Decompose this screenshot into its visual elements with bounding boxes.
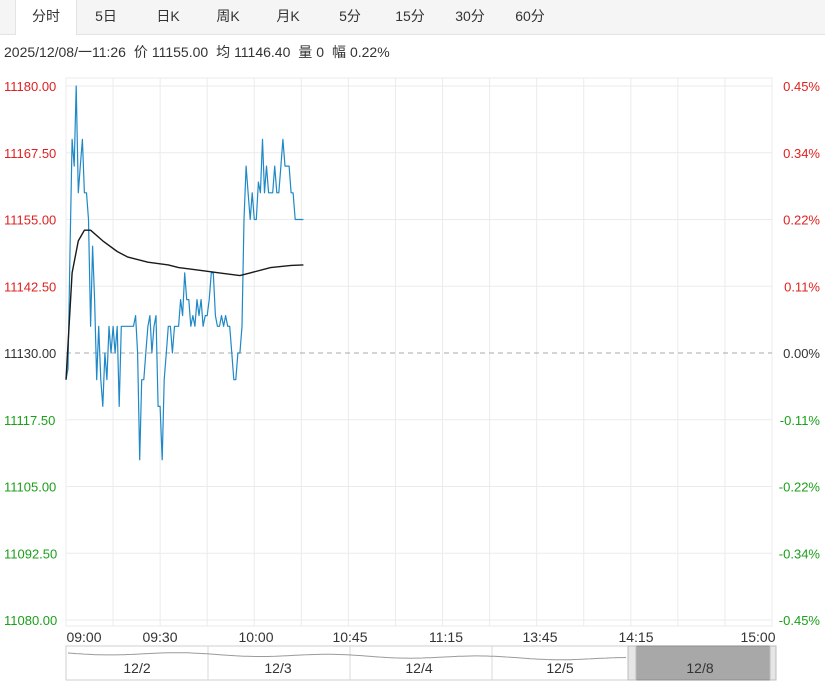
y-tick-left: 11167.50: [4, 146, 56, 161]
navigator-handle-right[interactable]: [769, 645, 777, 681]
navigator-handle-left[interactable]: [627, 645, 637, 681]
tab-7[interactable]: 30分: [455, 8, 485, 24]
navigator-date-label: 12/2: [123, 660, 150, 676]
date-navigator[interactable]: 12/2 12/3 12/4 12/5 12/8: [65, 645, 777, 681]
info-price: 11155.00: [151, 44, 209, 60]
y-tick-left: 11142.50: [4, 279, 56, 294]
x-tick-label: 11:15: [429, 629, 463, 645]
y-axis-labels: 11180.00 0.45% 11167.50 0.34% 11155.00 0.22% 1…: [4, 79, 820, 628]
y-tick-left: 11117.50: [4, 413, 55, 428]
tab-0[interactable]: 分时: [15, 0, 77, 35]
info-amp-label: 幅: [331, 44, 346, 60]
y-tick-right: 0.45%: [783, 79, 820, 94]
info-avg-label: 均: [216, 44, 231, 60]
y-tick-right: 0.11%: [784, 279, 820, 294]
tab-1[interactable]: 5日: [95, 8, 117, 24]
y-tick-left: 11130.00: [4, 346, 56, 361]
navigator-date-label: 12/4: [405, 660, 432, 676]
y-tick-left: 11180.00: [4, 79, 56, 94]
y-tick-right: 0.34%: [783, 146, 820, 161]
x-tick-label: 13:45: [522, 629, 557, 645]
period-tabs: 分时 5日 日K 周K 月K 5分 15分 30分 60分: [0, 0, 825, 35]
y-tick-right: 0.22%: [783, 213, 820, 228]
tab-4[interactable]: 月K: [276, 8, 300, 24]
tab-5[interactable]: 5分: [339, 8, 361, 24]
info-vol: 0: [316, 44, 325, 60]
tab-3[interactable]: 周K: [216, 8, 240, 24]
x-tick-label: 10:45: [332, 629, 367, 645]
chart-grid: [65, 77, 773, 627]
tab-2[interactable]: 日K: [156, 8, 180, 24]
y-tick-right: -0.11%: [780, 413, 821, 428]
info-avg: 11146.40: [234, 44, 291, 60]
y-tick-right: -0.22%: [779, 480, 821, 495]
x-tick-label: 15:00: [740, 629, 775, 645]
x-tick-label: 09:00: [66, 629, 101, 645]
y-tick-right: -0.45%: [779, 613, 821, 628]
info-amp: 0.22%: [349, 44, 390, 60]
info-datetime: 2025/12/08/一11:26: [4, 44, 126, 60]
y-tick-left: 11080.00: [4, 613, 57, 628]
tab-8[interactable]: 60分: [515, 8, 545, 24]
y-tick-left: 11105.00: [4, 480, 56, 495]
chart-lines: [65, 85, 304, 461]
info-vol-label: 量: [298, 44, 313, 60]
price-line: [65, 85, 304, 461]
y-tick-right: -0.34%: [779, 546, 821, 561]
y-tick-left: 11155.00: [4, 213, 56, 228]
x-tick-label: 14:15: [618, 629, 653, 645]
y-tick-right: 0.00%: [783, 346, 820, 361]
x-axis-labels: 09:00 09:30 10:00 10:45 11:15 13:45 14:15 15:00: [66, 629, 775, 645]
info-price-label: 价: [133, 44, 148, 60]
x-tick-label: 09:30: [142, 629, 177, 645]
y-tick-left: 11092.50: [4, 546, 57, 561]
navigator-date-label: 12/8: [686, 660, 713, 676]
avg-line: [65, 229, 304, 380]
navigator-date-label: 12/3: [264, 660, 291, 676]
x-tick-label: 10:00: [238, 629, 273, 645]
navigator-trend: [67, 652, 627, 661]
navigator-date-label: 12/5: [546, 660, 573, 676]
tab-6[interactable]: 15分: [395, 8, 425, 24]
plot-border: [65, 77, 773, 627]
